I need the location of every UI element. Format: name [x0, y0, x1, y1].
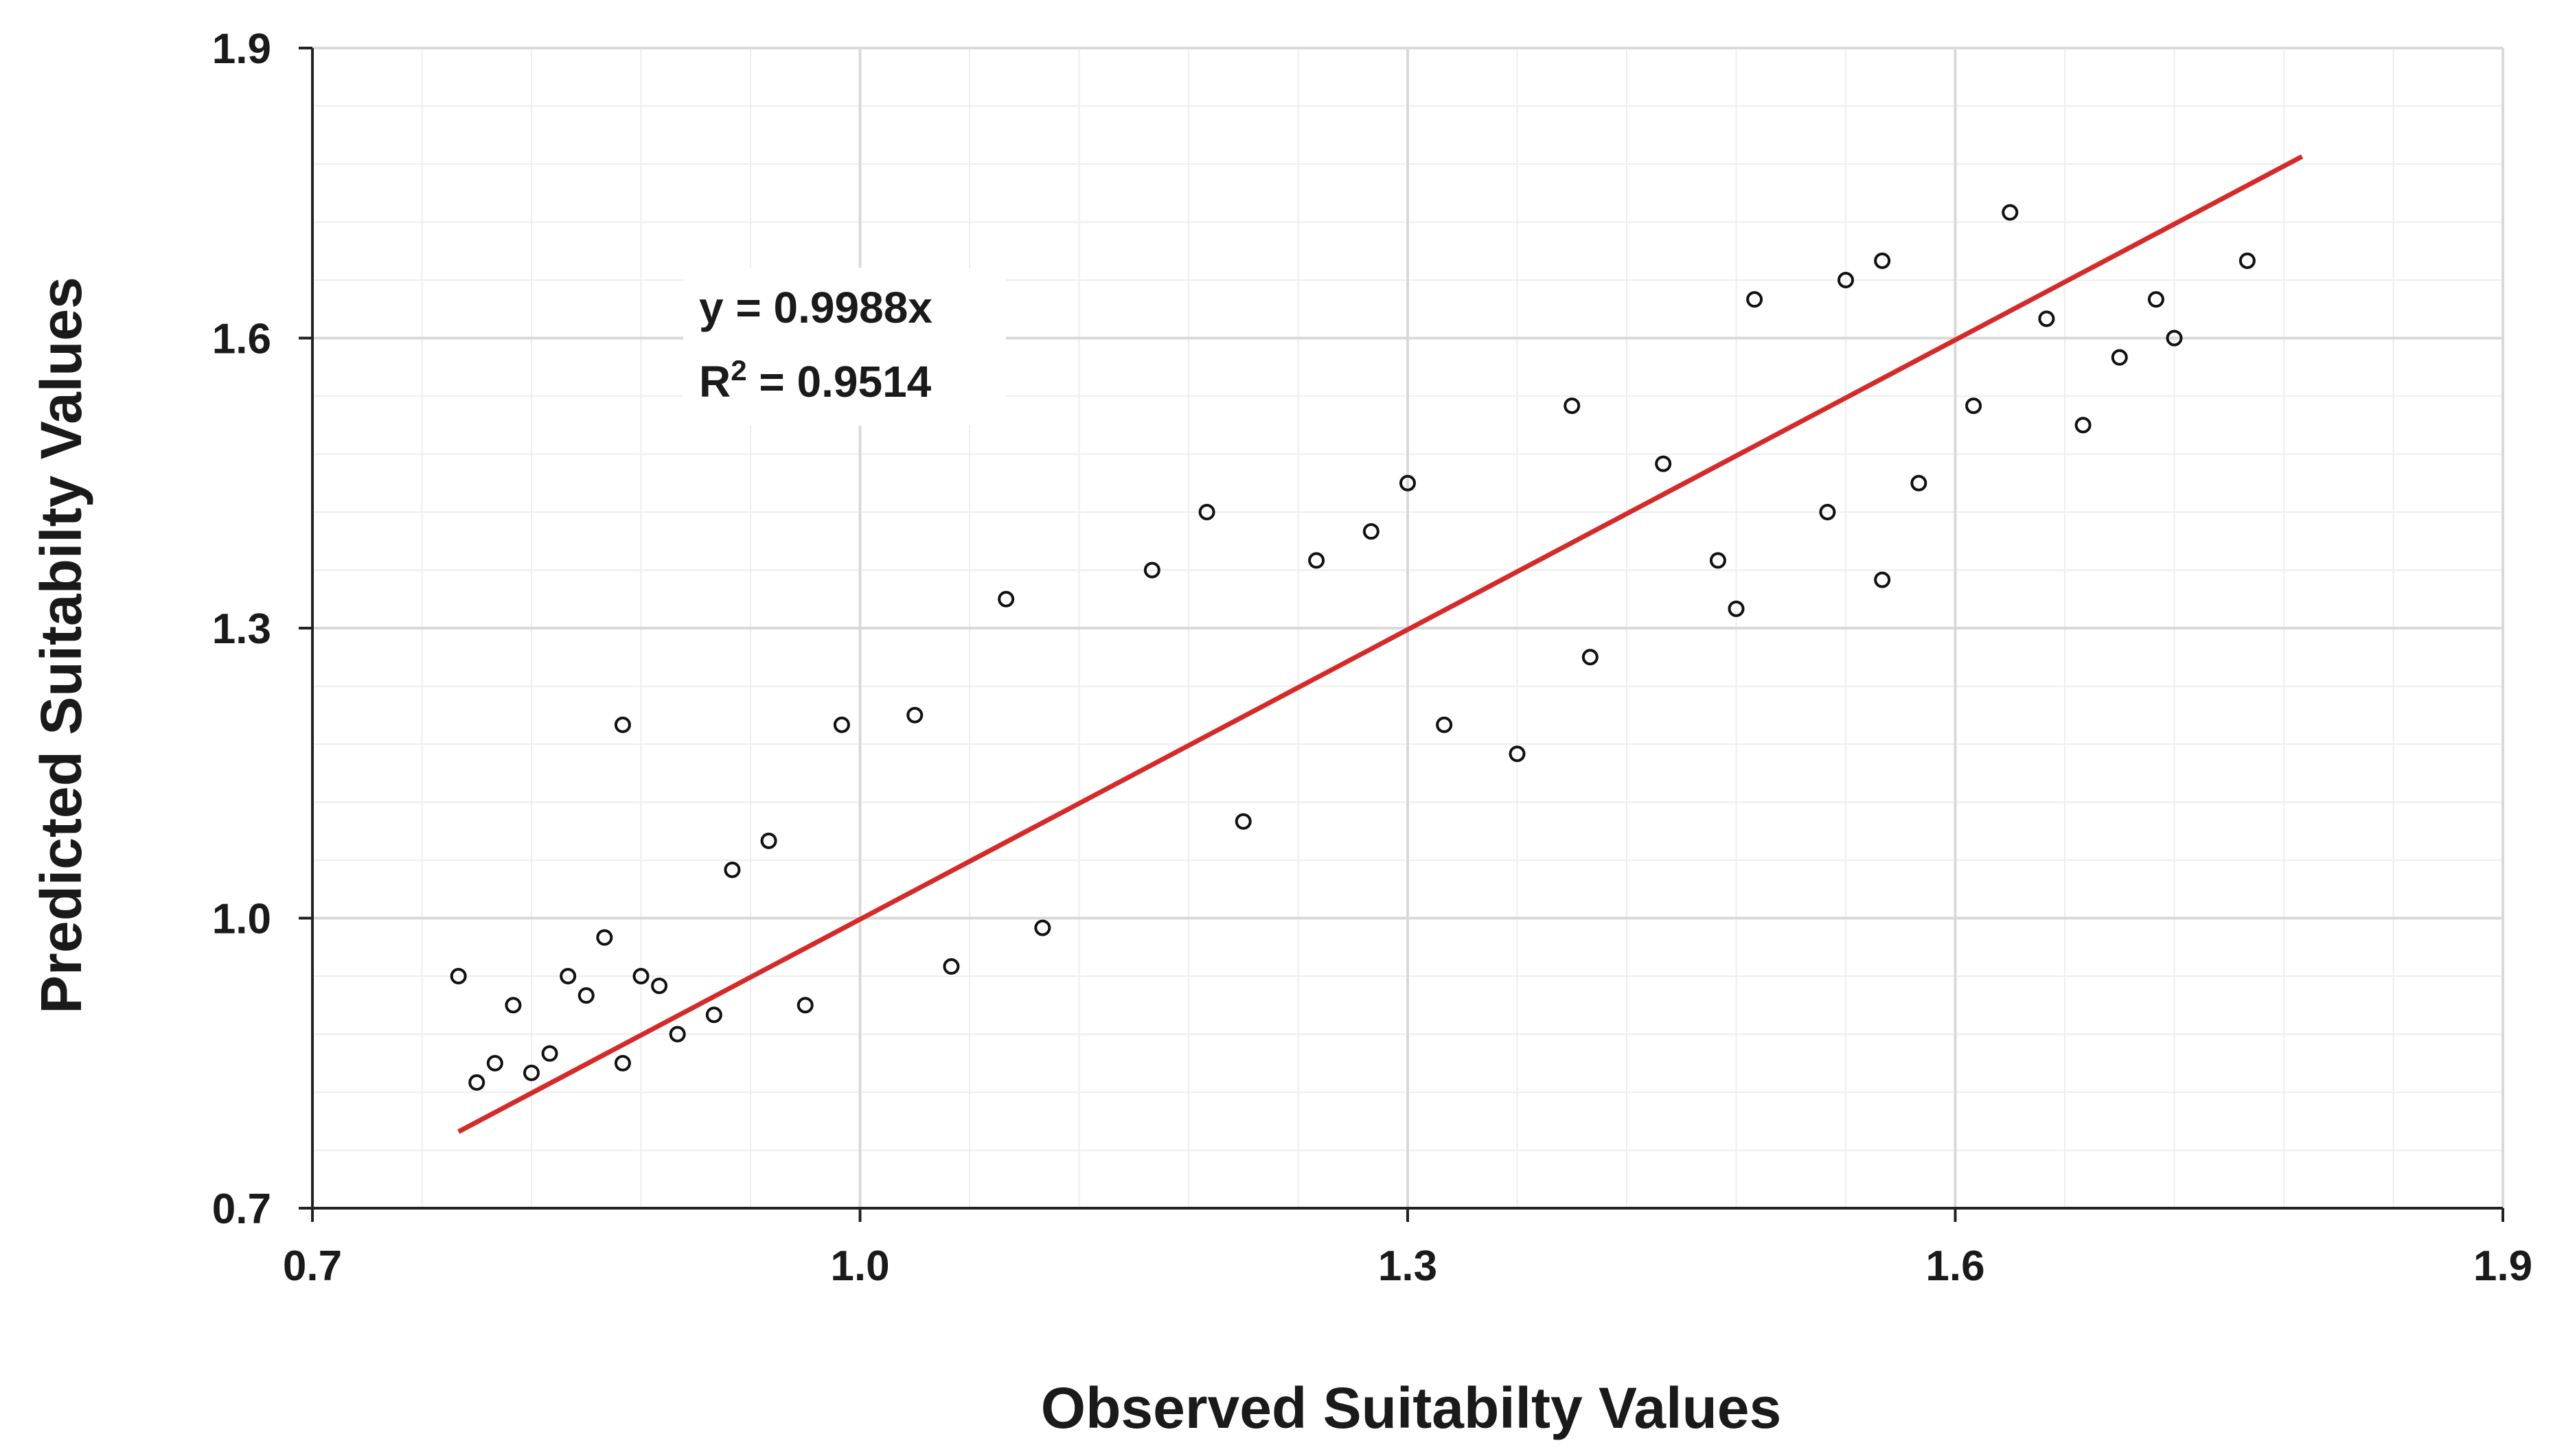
x-tick-label: 1.6 [1925, 1243, 1984, 1290]
data-point [943, 958, 960, 975]
r-squared-label: R2 = 0.9514 [699, 354, 932, 406]
data-point [468, 1074, 485, 1091]
y-axis-title: Predicted Suitabilty Values [29, 277, 93, 1014]
data-point [596, 929, 613, 946]
data-point [1838, 272, 1854, 288]
data-point [1034, 919, 1051, 936]
x-axis-title: Observed Suitabilty Values [1041, 1376, 1781, 1440]
x-tick-label: 1.9 [2473, 1243, 2532, 1290]
y-tick-label: 1.6 [212, 316, 271, 363]
data-point [1819, 504, 1836, 520]
data-point [724, 862, 741, 879]
data-point [614, 1054, 631, 1072]
data-point [1143, 562, 1160, 579]
y-tick-label: 0.7 [212, 1186, 271, 1233]
data-point [1709, 552, 1726, 569]
equation-label: y = 0.9988x [699, 283, 932, 332]
data-point [1509, 746, 1526, 763]
data-points [450, 204, 2256, 1091]
data-point [541, 1045, 558, 1062]
y-tick-label: 1.0 [212, 896, 271, 943]
trendline-group [457, 154, 2304, 1134]
data-point [1235, 813, 1252, 830]
data-point [1874, 571, 1891, 588]
x-tick-labels: 0.7 1.0 1.3 1.6 1.9 [283, 1243, 2532, 1290]
data-point [577, 987, 595, 1004]
data-point [2111, 349, 2128, 366]
y-tick-labels: 0.7 1.0 1.3 1.6 1.9 [212, 25, 271, 1233]
data-point [560, 968, 577, 984]
data-point [2002, 204, 2019, 221]
y-tick-label: 1.9 [212, 25, 271, 73]
axes [299, 47, 2504, 1222]
x-tick-label: 1.0 [830, 1243, 889, 1290]
data-point [2074, 417, 2092, 434]
data-point [1362, 523, 1379, 540]
data-point [2147, 291, 2164, 308]
data-point [523, 1064, 540, 1081]
data-point [632, 968, 650, 984]
data-point [2239, 252, 2256, 269]
data-point [1728, 600, 1745, 617]
data-point [2166, 330, 2183, 347]
data-point [486, 1054, 503, 1072]
data-point [1910, 474, 1927, 492]
data-point [614, 716, 631, 733]
data-point [760, 832, 777, 849]
data-point [833, 716, 850, 733]
x-tick-label: 0.7 [283, 1243, 342, 1290]
equation-annotation: y = 0.9988x R2 = 0.9514 [683, 268, 1006, 426]
equation-box [683, 268, 1006, 426]
data-point [669, 1026, 686, 1043]
data-point [1746, 291, 1763, 308]
data-point [1655, 455, 1672, 472]
data-point [1399, 474, 1416, 492]
data-point [797, 997, 814, 1014]
data-point [505, 997, 522, 1014]
x-tick-label: 1.3 [1378, 1243, 1437, 1290]
y-tick-label: 1.3 [212, 605, 271, 653]
data-point [1581, 649, 1599, 666]
data-point [2038, 310, 2055, 327]
data-point [651, 978, 668, 995]
data-point [1436, 716, 1453, 733]
data-point [1874, 252, 1891, 269]
data-point [998, 590, 1015, 608]
trendline [457, 154, 2304, 1134]
data-point [450, 968, 467, 984]
data-point [705, 1006, 722, 1024]
data-point [1965, 397, 1982, 415]
data-point [1198, 504, 1215, 520]
data-point [906, 706, 924, 724]
data-point [1564, 397, 1581, 415]
data-point [1308, 552, 1325, 569]
